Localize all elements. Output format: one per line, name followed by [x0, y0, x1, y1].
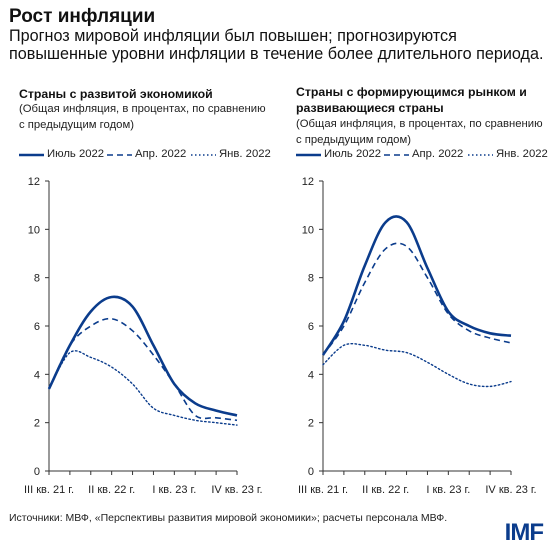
- y-tick-label: 8: [34, 273, 40, 285]
- x-tick-label: III кв. 21 г.: [298, 484, 348, 496]
- y-tick-label: 4: [34, 369, 40, 381]
- y-tick-label: 6: [34, 321, 40, 333]
- left-legend: Июль 2022 Апр. 2022 Янв. 2022: [19, 148, 279, 162]
- chart-developed-economies: 0 2 4 6 8 10 12 III кв. 21 г. II кв. 22 г. I кв. …: [24, 176, 263, 496]
- y-tick-label: 10: [302, 224, 314, 236]
- y-tick-label: 12: [302, 176, 314, 188]
- source-note: Источники: МВФ, «Перспективы развития ми…: [9, 512, 448, 524]
- series-line-solid: [321, 215, 512, 356]
- series-line-dashed: [48, 317, 238, 422]
- x-tick-label: IV кв. 23 г.: [211, 484, 262, 496]
- series-line-dotted: [48, 350, 238, 426]
- y-tick-label: 4: [308, 369, 314, 381]
- x-tick-label: IV кв. 23 г.: [485, 484, 536, 496]
- y-tick-label: 2: [308, 418, 314, 430]
- imf-logo: IMF: [504, 519, 544, 546]
- right-legend: Июль 2022 Апр. 2022 Янв. 2022: [296, 148, 556, 162]
- series-line-dashed: [322, 242, 512, 356]
- y-tick-label: 10: [28, 224, 40, 236]
- series-line-dotted: [322, 342, 512, 388]
- x-tick-label: II кв. 22 г.: [88, 484, 135, 496]
- y-tick-label: 8: [308, 273, 314, 285]
- legend-label-april: Апр. 2022: [135, 148, 187, 160]
- y-tick-label: 6: [308, 321, 314, 333]
- right-panel-title: Страны с формирующимся рынком и развиваю…: [296, 85, 527, 115]
- right-panel-subtitle: (Общая инфляция, в процентах, по сравнен…: [296, 118, 543, 146]
- legend-label-july: Июль 2022: [324, 148, 382, 160]
- legend-label-january: Янв. 2022: [496, 148, 548, 160]
- x-tick-label: I кв. 23 г.: [152, 484, 196, 496]
- series-line-solid: [47, 295, 238, 417]
- page-title: Рост инфляции: [9, 6, 156, 27]
- x-tick-label: III кв. 21 г.: [24, 484, 74, 496]
- page-subtitle: Прогноз мировой инфляции был повышен; пр…: [9, 27, 544, 63]
- chart-emerging-economies: 0 2 4 6 8 10 12 III кв. 21 г. II кв. 22 г. I кв. …: [298, 176, 537, 496]
- y-tick-label: 0: [34, 466, 40, 478]
- y-tick-label: 2: [34, 418, 40, 430]
- left-panel-subtitle: (Общая инфляция, в процентах, по сравнен…: [19, 103, 266, 131]
- legend-label-january: Янв. 2022: [219, 148, 271, 160]
- legend-label-july: Июль 2022: [47, 148, 105, 160]
- legend-label-april: Апр. 2022: [412, 148, 464, 160]
- x-tick-label: I кв. 23 г.: [426, 484, 470, 496]
- y-tick-label: 12: [28, 176, 40, 188]
- left-panel-title: Страны с развитой экономикой: [19, 87, 213, 101]
- x-tick-label: II кв. 22 г.: [362, 484, 409, 496]
- y-tick-label: 0: [308, 466, 314, 478]
